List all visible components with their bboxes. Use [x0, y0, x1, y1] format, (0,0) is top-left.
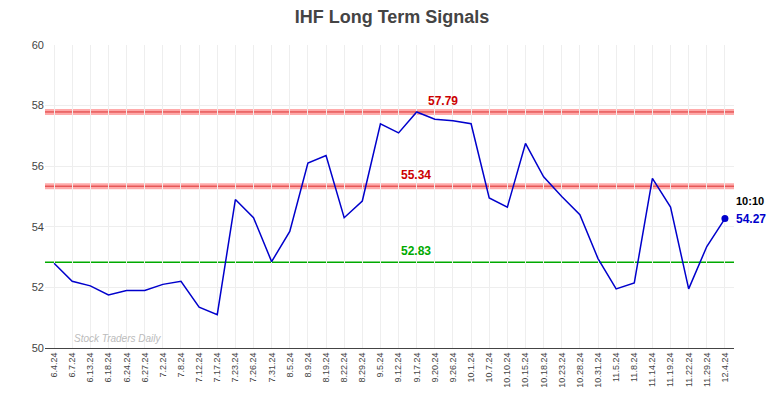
- svg-text:60: 60: [32, 39, 44, 51]
- svg-text:11.8.24: 11.8.24: [629, 353, 639, 382]
- svg-text:Stock Traders Daily: Stock Traders Daily: [74, 333, 162, 344]
- svg-text:57.79: 57.79: [428, 94, 458, 108]
- svg-text:55.34: 55.34: [401, 168, 431, 182]
- svg-text:7.8.24: 7.8.24: [176, 353, 186, 378]
- svg-text:7.23.24: 7.23.24: [230, 353, 240, 383]
- svg-text:10.18.24: 10.18.24: [539, 353, 549, 388]
- svg-text:10.7.24: 10.7.24: [484, 353, 494, 383]
- svg-text:6.18.24: 6.18.24: [103, 353, 113, 383]
- svg-text:IHF Long Term Signals: IHF Long Term Signals: [295, 7, 490, 27]
- svg-text:7.2.24: 7.2.24: [158, 353, 168, 378]
- svg-text:10.31.24: 10.31.24: [593, 353, 603, 388]
- svg-text:9.12.24: 9.12.24: [393, 353, 403, 383]
- svg-text:8.9.24: 8.9.24: [303, 353, 313, 378]
- svg-text:8.29.24: 8.29.24: [357, 353, 367, 383]
- svg-text:11.5.24: 11.5.24: [611, 353, 621, 382]
- svg-text:10.23.24: 10.23.24: [557, 353, 567, 388]
- svg-text:11.22.24: 11.22.24: [684, 353, 694, 387]
- svg-text:9.26.24: 9.26.24: [448, 353, 458, 383]
- svg-text:8.5.24: 8.5.24: [285, 353, 295, 378]
- svg-text:52: 52: [32, 281, 44, 293]
- svg-text:11.19.24: 11.19.24: [665, 353, 675, 387]
- svg-text:6.7.24: 6.7.24: [67, 353, 77, 378]
- svg-text:6.27.24: 6.27.24: [140, 353, 150, 383]
- svg-text:7.31.24: 7.31.24: [267, 353, 277, 383]
- svg-text:11.29.24: 11.29.24: [702, 353, 712, 387]
- svg-text:7.17.24: 7.17.24: [212, 353, 222, 383]
- svg-text:10.1.24: 10.1.24: [466, 353, 476, 383]
- svg-text:58: 58: [32, 99, 44, 111]
- svg-text:9.17.24: 9.17.24: [412, 353, 422, 383]
- svg-text:50: 50: [32, 342, 44, 354]
- svg-text:10.15.24: 10.15.24: [520, 353, 530, 388]
- svg-text:6.4.24: 6.4.24: [49, 353, 59, 378]
- svg-text:8.19.24: 8.19.24: [321, 353, 331, 383]
- svg-text:54: 54: [32, 221, 44, 233]
- svg-text:10:10: 10:10: [736, 195, 764, 207]
- svg-text:54.27: 54.27: [736, 212, 766, 226]
- svg-text:56: 56: [32, 160, 44, 172]
- svg-text:7.26.24: 7.26.24: [248, 353, 258, 383]
- svg-text:52.83: 52.83: [401, 244, 431, 258]
- svg-text:9.20.24: 9.20.24: [430, 353, 440, 383]
- svg-text:10.28.24: 10.28.24: [575, 353, 585, 388]
- svg-text:12.4.24: 12.4.24: [720, 353, 730, 383]
- svg-text:10.10.24: 10.10.24: [502, 353, 512, 388]
- svg-text:11.14.24: 11.14.24: [647, 353, 657, 387]
- svg-text:8.22.24: 8.22.24: [339, 353, 349, 383]
- svg-text:7.12.24: 7.12.24: [194, 353, 204, 383]
- svg-text:9.5.24: 9.5.24: [375, 353, 385, 378]
- svg-text:6.13.24: 6.13.24: [85, 353, 95, 383]
- svg-text:6.24.24: 6.24.24: [122, 353, 132, 383]
